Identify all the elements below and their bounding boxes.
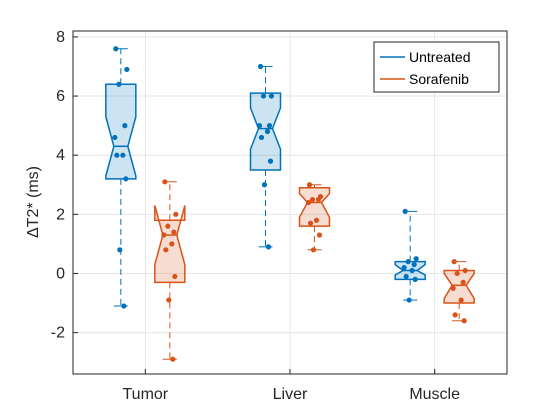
data-point xyxy=(405,259,411,265)
box-groups xyxy=(105,46,475,362)
data-point xyxy=(313,217,320,223)
data-point xyxy=(163,247,169,253)
y-axis-ticks: -2 0 2 4 6 8 xyxy=(51,29,78,342)
data-point xyxy=(173,211,179,217)
data-point xyxy=(256,123,263,129)
data-point xyxy=(315,196,322,203)
data-point xyxy=(113,46,119,52)
data-point xyxy=(267,158,274,164)
legend-label-untreated: Untreated xyxy=(409,49,470,65)
data-point xyxy=(450,285,456,291)
y-tick-label: -2 xyxy=(51,325,65,342)
legend: Untreated Sorafenib xyxy=(373,41,500,93)
data-point xyxy=(268,93,275,99)
data-point xyxy=(265,244,272,250)
data-point xyxy=(117,247,123,253)
data-point xyxy=(458,297,464,303)
data-point xyxy=(112,134,118,141)
box-sorafenib-liver xyxy=(298,182,331,253)
data-point xyxy=(316,232,323,238)
x-tick-label: Muscle xyxy=(409,386,460,403)
data-point xyxy=(411,261,417,268)
box-untreated-tumor xyxy=(105,46,137,309)
data-point xyxy=(162,179,168,185)
data-point xyxy=(258,134,265,141)
y-tick-label: 2 xyxy=(56,206,65,223)
box-untreated-liver xyxy=(249,63,282,250)
data-point xyxy=(122,123,128,129)
data-point xyxy=(121,303,127,309)
data-point xyxy=(260,93,267,99)
data-point xyxy=(310,247,317,253)
x-tick-label: Liver xyxy=(273,386,308,403)
data-point xyxy=(257,63,264,70)
box-sorafenib-tumor xyxy=(154,179,186,362)
data-point xyxy=(123,176,129,182)
data-point xyxy=(462,267,468,274)
data-point xyxy=(172,273,178,280)
data-point xyxy=(124,66,130,73)
y-tick-label: 0 xyxy=(56,265,65,282)
data-point xyxy=(409,267,415,274)
y-tick-label: 4 xyxy=(56,147,65,164)
data-point xyxy=(406,297,412,303)
data-point xyxy=(170,356,176,362)
data-point xyxy=(165,223,171,229)
data-point xyxy=(401,264,407,271)
box-untreated-muscle xyxy=(394,208,426,303)
data-point xyxy=(120,152,126,158)
notched-box xyxy=(105,83,137,180)
data-point xyxy=(309,196,316,203)
data-point xyxy=(413,256,419,262)
data-point xyxy=(116,81,122,87)
data-point xyxy=(451,259,457,265)
box-sorafenib-muscle xyxy=(443,259,475,324)
data-point xyxy=(460,279,466,285)
x-tick-label: Tumor xyxy=(123,386,169,403)
y-tick-label: 6 xyxy=(56,88,65,105)
y-tick-label: 8 xyxy=(56,29,65,46)
y-axis-label: ΔT2* (ms) xyxy=(25,166,42,238)
data-point xyxy=(169,241,175,247)
data-point xyxy=(261,182,268,188)
data-point xyxy=(452,312,458,318)
data-point xyxy=(403,273,409,280)
notched-box xyxy=(443,269,475,304)
data-point xyxy=(305,199,312,206)
data-point xyxy=(266,123,273,129)
data-point xyxy=(402,208,408,214)
data-point xyxy=(264,128,271,135)
data-point xyxy=(166,297,172,303)
data-point xyxy=(306,182,313,188)
x-axis-ticks: Tumor Liver Muscle xyxy=(123,369,460,403)
data-point xyxy=(454,270,460,277)
data-point xyxy=(461,318,467,324)
data-point xyxy=(412,276,418,282)
legend-box xyxy=(373,41,500,93)
data-point xyxy=(114,152,120,158)
data-point xyxy=(171,229,177,235)
data-point xyxy=(307,220,314,226)
data-point xyxy=(161,232,167,238)
legend-label-sorafenib: Sorafenib xyxy=(409,71,469,87)
